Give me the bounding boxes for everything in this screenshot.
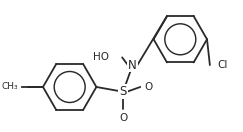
Text: HO: HO (93, 52, 109, 62)
Text: O: O (144, 82, 152, 92)
Text: CH₃: CH₃ (1, 82, 18, 91)
Text: Cl: Cl (217, 60, 228, 70)
Text: S: S (119, 85, 127, 98)
Text: O: O (119, 113, 127, 123)
Text: N: N (128, 59, 137, 72)
